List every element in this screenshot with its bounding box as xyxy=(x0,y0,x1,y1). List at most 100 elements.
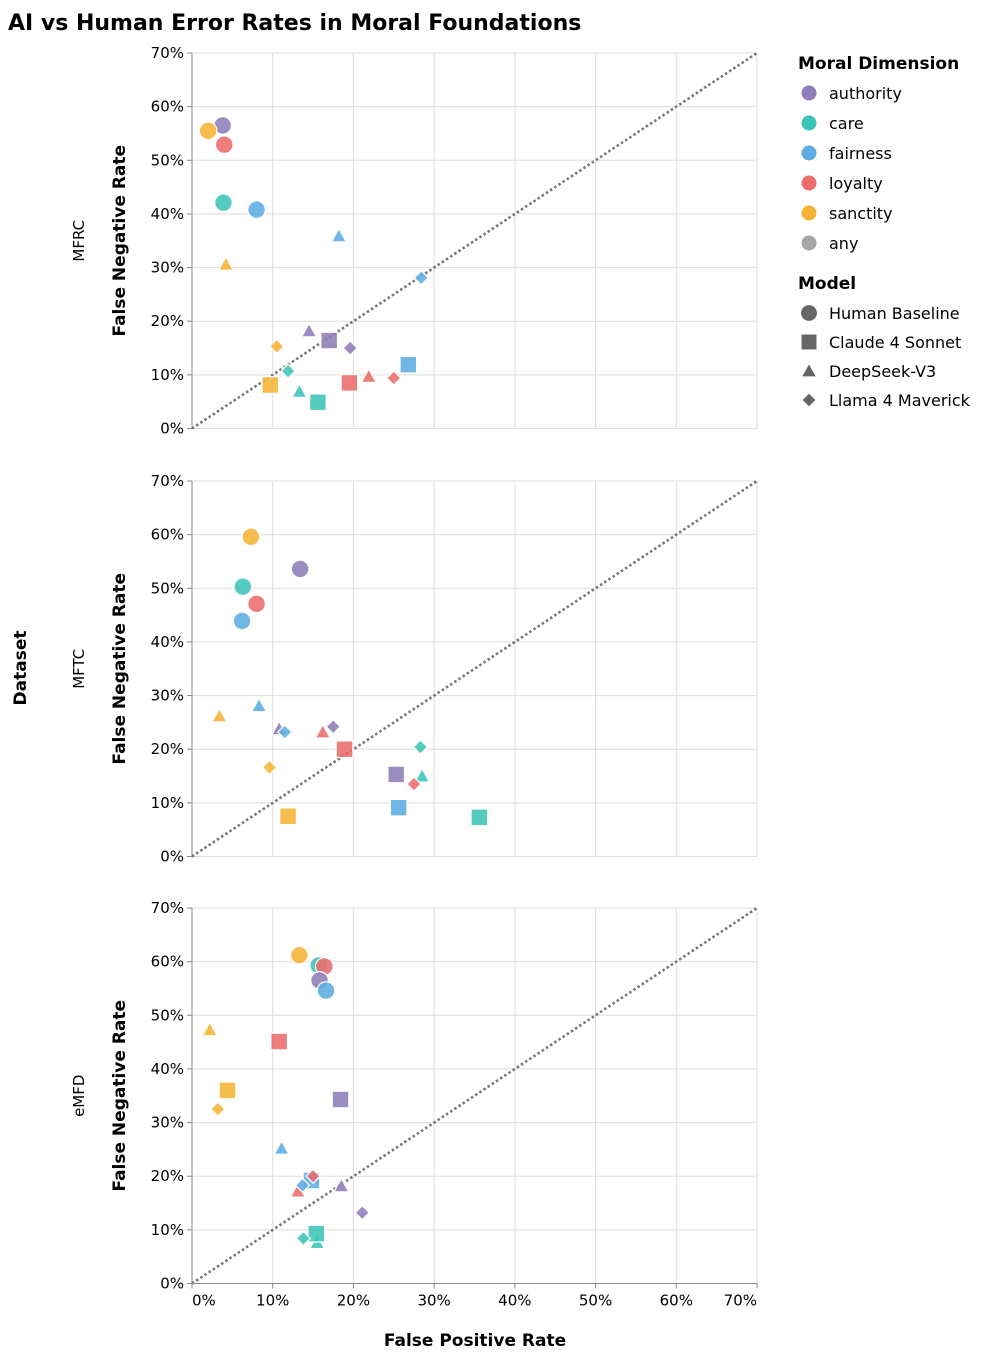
point-fairness-human-baseline xyxy=(247,200,266,220)
reference-line xyxy=(191,51,758,430)
x-tick-label: 30% xyxy=(417,1292,450,1310)
x-tick-label: 40% xyxy=(498,1292,531,1310)
point-loyalty-llama-4-maverick xyxy=(305,1168,321,1185)
legend-label-care: care xyxy=(829,114,864,133)
point-authority-claude-4-sonnet xyxy=(387,765,406,784)
point-fairness-deepseek-v3 xyxy=(250,697,268,713)
y-tick-label: 70% xyxy=(151,44,184,62)
y-tick-label: 50% xyxy=(151,1006,184,1024)
legend: Moral Dimension authority care fairness loya… xyxy=(798,54,971,410)
legend-shape-diamond xyxy=(802,393,816,407)
y-tick-label: 20% xyxy=(151,1167,184,1185)
point-authority-deepseek-v3 xyxy=(300,322,318,338)
point-fairness-llama-4-maverick xyxy=(276,724,293,740)
point-fairness-claude-4-sonnet xyxy=(399,355,418,374)
point-sanctity-claude-4-sonnet xyxy=(279,807,297,826)
legend-swatch-loyalty xyxy=(801,175,817,191)
y-axis-title: False Negative Rate xyxy=(110,1000,130,1192)
point-sanctity-human-baseline xyxy=(198,121,218,141)
y-tick-label: 30% xyxy=(151,687,184,705)
x-tick-label: 0% xyxy=(192,1292,216,1310)
panel-mftc: 0% 10% 20% 30% 40% 50% 60% 70% False Negative Ra… xyxy=(70,472,758,866)
point-care-human-baseline xyxy=(233,577,253,597)
legend-label-sanctity: sanctity xyxy=(829,204,893,223)
point-loyalty-human-baseline xyxy=(214,135,234,155)
point-sanctity-llama-4-maverick xyxy=(209,1101,226,1118)
y-axis-title: False Negative Rate xyxy=(110,145,130,337)
y-tick-label: 60% xyxy=(151,98,184,116)
y-tick-label: 0% xyxy=(160,1275,184,1293)
legend-title-color: Moral Dimension xyxy=(798,54,959,74)
legend-shape-triangle xyxy=(802,364,816,377)
y-tick-label: 40% xyxy=(151,1060,184,1078)
legend-label-llama-4-maverick: Llama 4 Maverick xyxy=(829,391,971,410)
y-tick-label: 20% xyxy=(151,312,184,330)
point-sanctity-llama-4-maverick xyxy=(268,338,285,355)
y-tick-label: 70% xyxy=(151,899,184,917)
panel-mfrc: 0% 10% 20% 30% 40% 50% 60% 70% False Negative Ra… xyxy=(70,44,758,438)
point-loyalty-llama-4-maverick xyxy=(385,370,402,386)
legend-label-any: any xyxy=(829,234,858,253)
point-sanctity-deepseek-v3 xyxy=(201,1021,219,1037)
x-tick-label: 70% xyxy=(724,1292,757,1310)
point-fairness-human-baseline xyxy=(316,981,336,1001)
legend-title-shape: Model xyxy=(798,274,856,294)
y-tick-label: 30% xyxy=(151,259,184,277)
legend-swatch-fairness xyxy=(801,145,817,161)
point-care-deepseek-v3 xyxy=(290,382,308,399)
row-label-mftc: MFTC xyxy=(70,649,88,689)
point-authority-llama-4-maverick xyxy=(354,1204,371,1221)
point-authority-deepseek-v3 xyxy=(332,1177,350,1193)
x-tick-label: 10% xyxy=(256,1292,289,1310)
point-fairness-llama-4-maverick xyxy=(294,1177,311,1194)
y-tick-label: 10% xyxy=(151,1221,184,1239)
point-sanctity-deepseek-v3 xyxy=(211,707,228,723)
y-axis-title: False Negative Rate xyxy=(110,573,130,765)
point-fairness-deepseek-v3 xyxy=(330,227,348,243)
point-loyalty-claude-4-sonnet xyxy=(270,1032,289,1051)
point-fairness-deepseek-v3 xyxy=(273,1139,291,1155)
row-label-mfrc: MFRC xyxy=(70,220,88,262)
x-tick-label: 60% xyxy=(660,1292,693,1310)
point-care-human-baseline xyxy=(214,193,233,213)
y-tick-label: 20% xyxy=(151,740,184,758)
y-tick-label: 10% xyxy=(151,366,184,384)
legend-shape-circle xyxy=(801,305,817,321)
y-tick-label: 60% xyxy=(151,953,184,971)
row-label-emfd: eMFD xyxy=(70,1075,88,1117)
legend-label-deepseek-v3: DeepSeek-V3 xyxy=(829,362,936,381)
point-care-llama-4-maverick xyxy=(280,363,296,379)
legend-swatch-sanctity xyxy=(801,205,817,221)
legend-label-fairness: fairness xyxy=(829,144,892,163)
chart-title: AI vs Human Error Rates in Moral Foundat… xyxy=(8,11,581,36)
point-care-claude-4-sonnet xyxy=(309,393,327,412)
point-authority-human-baseline xyxy=(290,559,310,579)
point-care-deepseek-v3 xyxy=(413,767,431,783)
point-sanctity-claude-4-sonnet xyxy=(261,376,280,394)
point-fairness-human-baseline xyxy=(232,611,252,631)
point-loyalty-claude-4-sonnet xyxy=(340,374,359,392)
legend-label-claude-4-sonnet: Claude 4 Sonnet xyxy=(829,333,961,352)
point-loyalty-llama-4-maverick xyxy=(406,776,422,792)
point-care-claude-4-sonnet xyxy=(307,1224,326,1243)
legend-label-loyalty: loyalty xyxy=(829,174,883,193)
y-tick-label: 70% xyxy=(151,472,184,490)
point-authority-llama-4-maverick xyxy=(342,340,359,356)
x-tick-label: 20% xyxy=(337,1292,370,1310)
y-tick-label: 30% xyxy=(151,1114,184,1132)
facet-panels: 0% 10% 20% 30% 40% 50% 60% 70% False Negative Ra… xyxy=(70,44,758,1293)
point-loyalty-deepseek-v3 xyxy=(360,367,378,383)
point-care-llama-4-maverick xyxy=(295,1230,312,1247)
point-care-llama-4-maverick xyxy=(412,739,429,755)
y-tick-label: 0% xyxy=(160,420,184,438)
legend-swatch-care xyxy=(801,115,817,131)
x-tick-label: 50% xyxy=(579,1292,612,1310)
y-tick-label: 40% xyxy=(151,205,184,223)
reference-line xyxy=(191,479,758,858)
point-sanctity-human-baseline xyxy=(289,945,309,965)
y-tick-label: 50% xyxy=(151,151,184,169)
legend-label-human-baseline: Human Baseline xyxy=(829,304,960,323)
legend-shape-square xyxy=(801,334,817,350)
y-tick-label: 40% xyxy=(151,633,184,651)
x-axis: 0% 10% 20% 30% 40% 50% 60% 70% xyxy=(191,1283,758,1310)
